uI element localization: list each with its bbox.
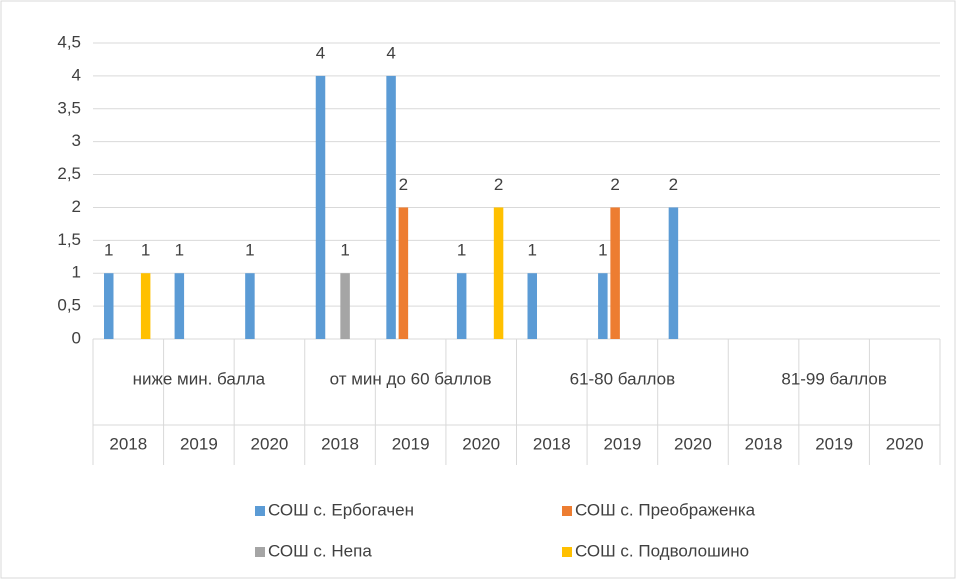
group-label: от мин до 60 баллов xyxy=(330,369,492,388)
y-tick-label: 4,5 xyxy=(57,32,81,51)
x-tick-label: 2019 xyxy=(180,434,218,453)
bar xyxy=(668,207,679,339)
y-tick-label: 0 xyxy=(72,328,81,347)
bar xyxy=(104,273,114,339)
data-label: 1 xyxy=(528,241,537,260)
legend-label: СОШ с. Подволошино xyxy=(575,541,749,560)
y-tick-label: 1 xyxy=(72,263,81,282)
data-label: 1 xyxy=(175,241,184,260)
bar xyxy=(340,273,350,339)
x-tick-label: 2020 xyxy=(251,434,289,453)
bar xyxy=(456,273,467,339)
bar xyxy=(493,207,504,339)
data-label: 1 xyxy=(598,241,607,260)
data-label: 1 xyxy=(141,241,150,260)
legend-label: СОШ с. Непа xyxy=(268,541,372,560)
y-tick-label: 3 xyxy=(72,131,81,150)
bar xyxy=(527,273,537,339)
y-tick-label: 4 xyxy=(72,65,81,84)
data-label: 2 xyxy=(669,175,678,194)
bar xyxy=(174,273,185,339)
group-label: ниже мин. балла xyxy=(133,369,266,388)
y-tick-label: 0,5 xyxy=(57,296,81,315)
legend-label: СОШ с. Ербогачен xyxy=(268,500,414,519)
data-label: 4 xyxy=(316,43,325,62)
bar xyxy=(610,207,620,339)
legend-swatch xyxy=(255,506,265,516)
bar xyxy=(398,207,409,339)
bar xyxy=(140,273,151,339)
data-label: 1 xyxy=(457,241,466,260)
legend-swatch xyxy=(562,506,572,516)
x-tick-label: 2020 xyxy=(462,434,500,453)
group-label: 61-80 баллов xyxy=(570,369,676,388)
y-tick-label: 3,5 xyxy=(57,98,81,117)
bar xyxy=(315,75,326,339)
bar xyxy=(245,273,255,339)
data-label: 1 xyxy=(340,241,349,260)
data-label: 2 xyxy=(494,175,503,194)
x-tick-label: 2018 xyxy=(533,434,571,453)
x-tick-label: 2018 xyxy=(109,434,147,453)
data-label: 4 xyxy=(386,43,395,62)
bar xyxy=(386,75,396,339)
data-label: 2 xyxy=(610,175,619,194)
y-tick-label: 2,5 xyxy=(57,164,81,183)
x-tick-label: 2019 xyxy=(603,434,641,453)
data-label: 1 xyxy=(245,241,254,260)
x-tick-label: 2018 xyxy=(745,434,783,453)
y-tick-label: 2 xyxy=(72,197,81,216)
bar xyxy=(598,273,608,339)
x-tick-label: 2020 xyxy=(674,434,712,453)
x-tick-label: 2020 xyxy=(886,434,924,453)
legend-swatch xyxy=(255,547,265,557)
x-tick-label: 2018 xyxy=(321,434,359,453)
x-tick-label: 2019 xyxy=(392,434,430,453)
legend-swatch xyxy=(562,547,572,557)
data-label: 1 xyxy=(104,241,113,260)
legend-label: СОШ с. Преображенка xyxy=(575,500,756,519)
y-tick-label: 1,5 xyxy=(57,230,81,249)
x-tick-label: 2019 xyxy=(815,434,853,453)
group-label: 81-99 баллов xyxy=(781,369,887,388)
data-label: 2 xyxy=(399,175,408,194)
